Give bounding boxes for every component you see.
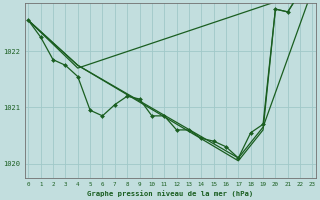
X-axis label: Graphe pression niveau de la mer (hPa): Graphe pression niveau de la mer (hPa) [87,190,253,197]
